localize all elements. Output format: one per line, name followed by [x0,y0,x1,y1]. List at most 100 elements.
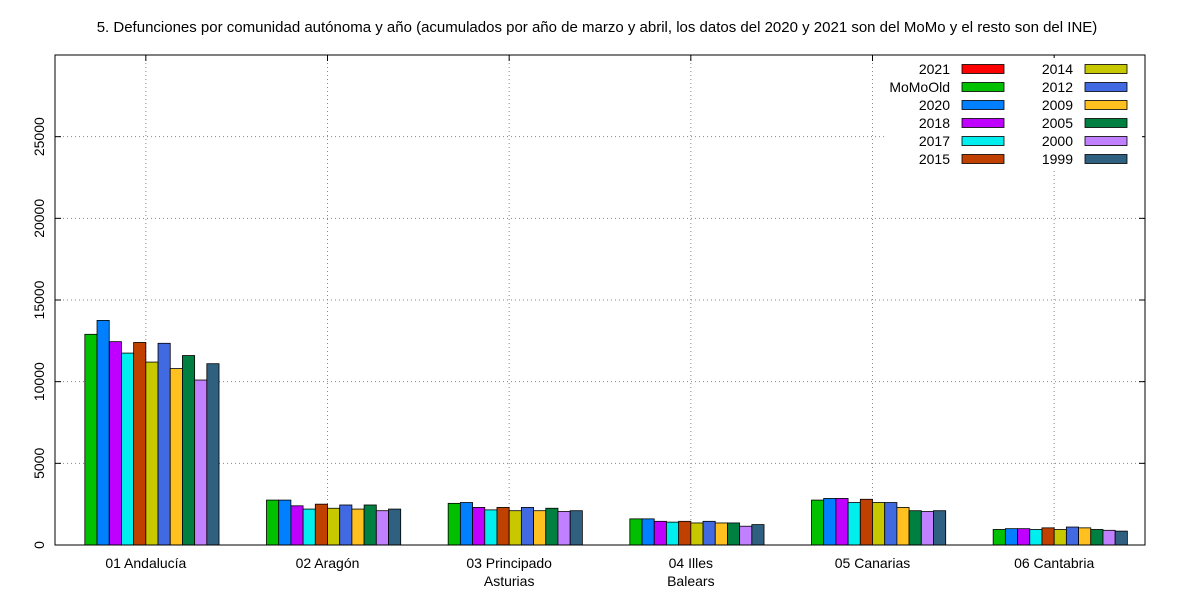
x-tick-label: 04 Illes [669,555,713,571]
chart-title: 5. Defunciones por comunidad autónoma y … [97,19,1098,36]
bar-1999 [751,524,765,546]
legend-swatch-1999 [1084,154,1128,164]
bar-2005 [1090,529,1104,546]
y-tick-label: 25000 [31,117,47,156]
legend-label: 2020 [919,97,950,113]
bar-2005 [545,507,559,546]
x-tick-label: Asturias [484,573,535,589]
x-tick-label: 02 Aragón [296,555,360,571]
bar-2014 [327,507,341,546]
bar-momoold [266,499,280,546]
y-tick-label: 20000 [31,199,47,238]
bar-2018 [1017,528,1031,546]
bar-2005 [908,510,922,546]
legend-swatch-2000 [1084,136,1128,146]
legend-swatch-momoold [961,82,1005,92]
y-axis-ticks: 0 5000 10000 15000 20000 25000 [31,117,1145,549]
bar-2000 [375,510,389,546]
legend: 2021 MoMoOld 2020 2018 2017 2015 2014 2012 2009 2… [885,58,1142,170]
legend-swatch-2012 [1084,82,1128,92]
legend-swatch-2020 [961,100,1005,110]
bar-2005 [727,522,741,546]
legend-swatch-2015 [961,154,1005,164]
bar-2020 [1004,528,1018,546]
bar-momoold [629,518,643,546]
bar-2017 [1029,529,1043,546]
x-axis-ticks: 01 Andalucía 02 Aragón 03 Principado Asturi… [105,55,1094,589]
bar-2018 [653,520,667,546]
bar-2017 [666,521,680,546]
bar-1999 [1114,530,1128,546]
bar-2009 [1078,527,1092,546]
legend-swatch-2009 [1084,100,1128,110]
bar-1999 [933,510,947,546]
legend-label: 2000 [1042,133,1073,149]
bar-2020 [459,502,473,546]
bar-2015 [859,498,873,546]
bar-2012 [339,504,353,546]
bar-2012 [1065,526,1079,546]
bar-2015 [496,507,510,546]
bar-1999 [388,508,402,546]
x-tick-label: 01 Andalucía [105,555,186,571]
legend-swatch-2021 [961,64,1005,74]
legend-label: MoMoOld [889,79,950,95]
legend-swatch-2018 [961,118,1005,128]
bar-2015 [678,520,692,546]
y-tick-label: 10000 [31,362,47,401]
legend-label: 1999 [1042,151,1073,167]
bar-2020 [641,518,655,546]
bar-2014 [508,510,522,546]
bar-2000 [557,511,571,546]
bar-2018 [835,498,849,546]
legend-label: 2014 [1042,61,1073,77]
bar-2014 [690,522,704,546]
bar-2009 [896,507,910,546]
bar-2015 [1041,527,1055,546]
bar-2014 [1053,529,1067,546]
bar-1999 [206,363,220,546]
bar-2020 [278,499,292,546]
legend-swatch-2005 [1084,118,1128,128]
bar-2017 [484,509,498,546]
legend-label: 2015 [919,151,950,167]
bar-2009 [351,508,365,546]
bar-2020 [96,320,110,546]
bars [84,320,1128,546]
x-tick-label: 03 Principado [466,555,552,571]
legend-label: 2018 [919,115,950,131]
bar-2017 [847,502,861,546]
bar-2012 [884,502,898,546]
bar-momoold [447,502,461,546]
bar-2009 [169,368,183,546]
bar-2018 [472,507,486,546]
bar-2000 [739,525,753,546]
bar-2012 [520,507,534,546]
y-tick-label: 5000 [31,448,47,479]
legend-label: 2009 [1042,97,1073,113]
legend-swatch-2017 [961,136,1005,146]
bar-1999 [569,510,583,546]
plot-frame [54,54,1146,546]
bar-2012 [702,520,716,546]
bar-2015 [314,503,328,546]
bar-2005 [363,504,377,546]
legend-swatch-2014 [1084,64,1128,74]
bar-momoold [992,529,1006,546]
y-tick-label: 15000 [31,280,47,319]
x-tick-label: Balears [667,573,714,589]
bar-2000 [194,379,208,546]
bar-2014 [145,361,159,546]
bar-2017 [302,508,316,546]
bar-2000 [1102,529,1116,546]
bar-2012 [157,342,171,546]
bar-2017 [121,352,135,546]
x-tick-label: 05 Canarias [835,555,911,571]
bar-2009 [714,522,728,546]
bar-2020 [823,498,837,546]
bar-2009 [533,510,547,546]
bar-2005 [182,355,196,546]
legend-label: 2021 [919,61,950,77]
legend-background [885,58,1142,170]
